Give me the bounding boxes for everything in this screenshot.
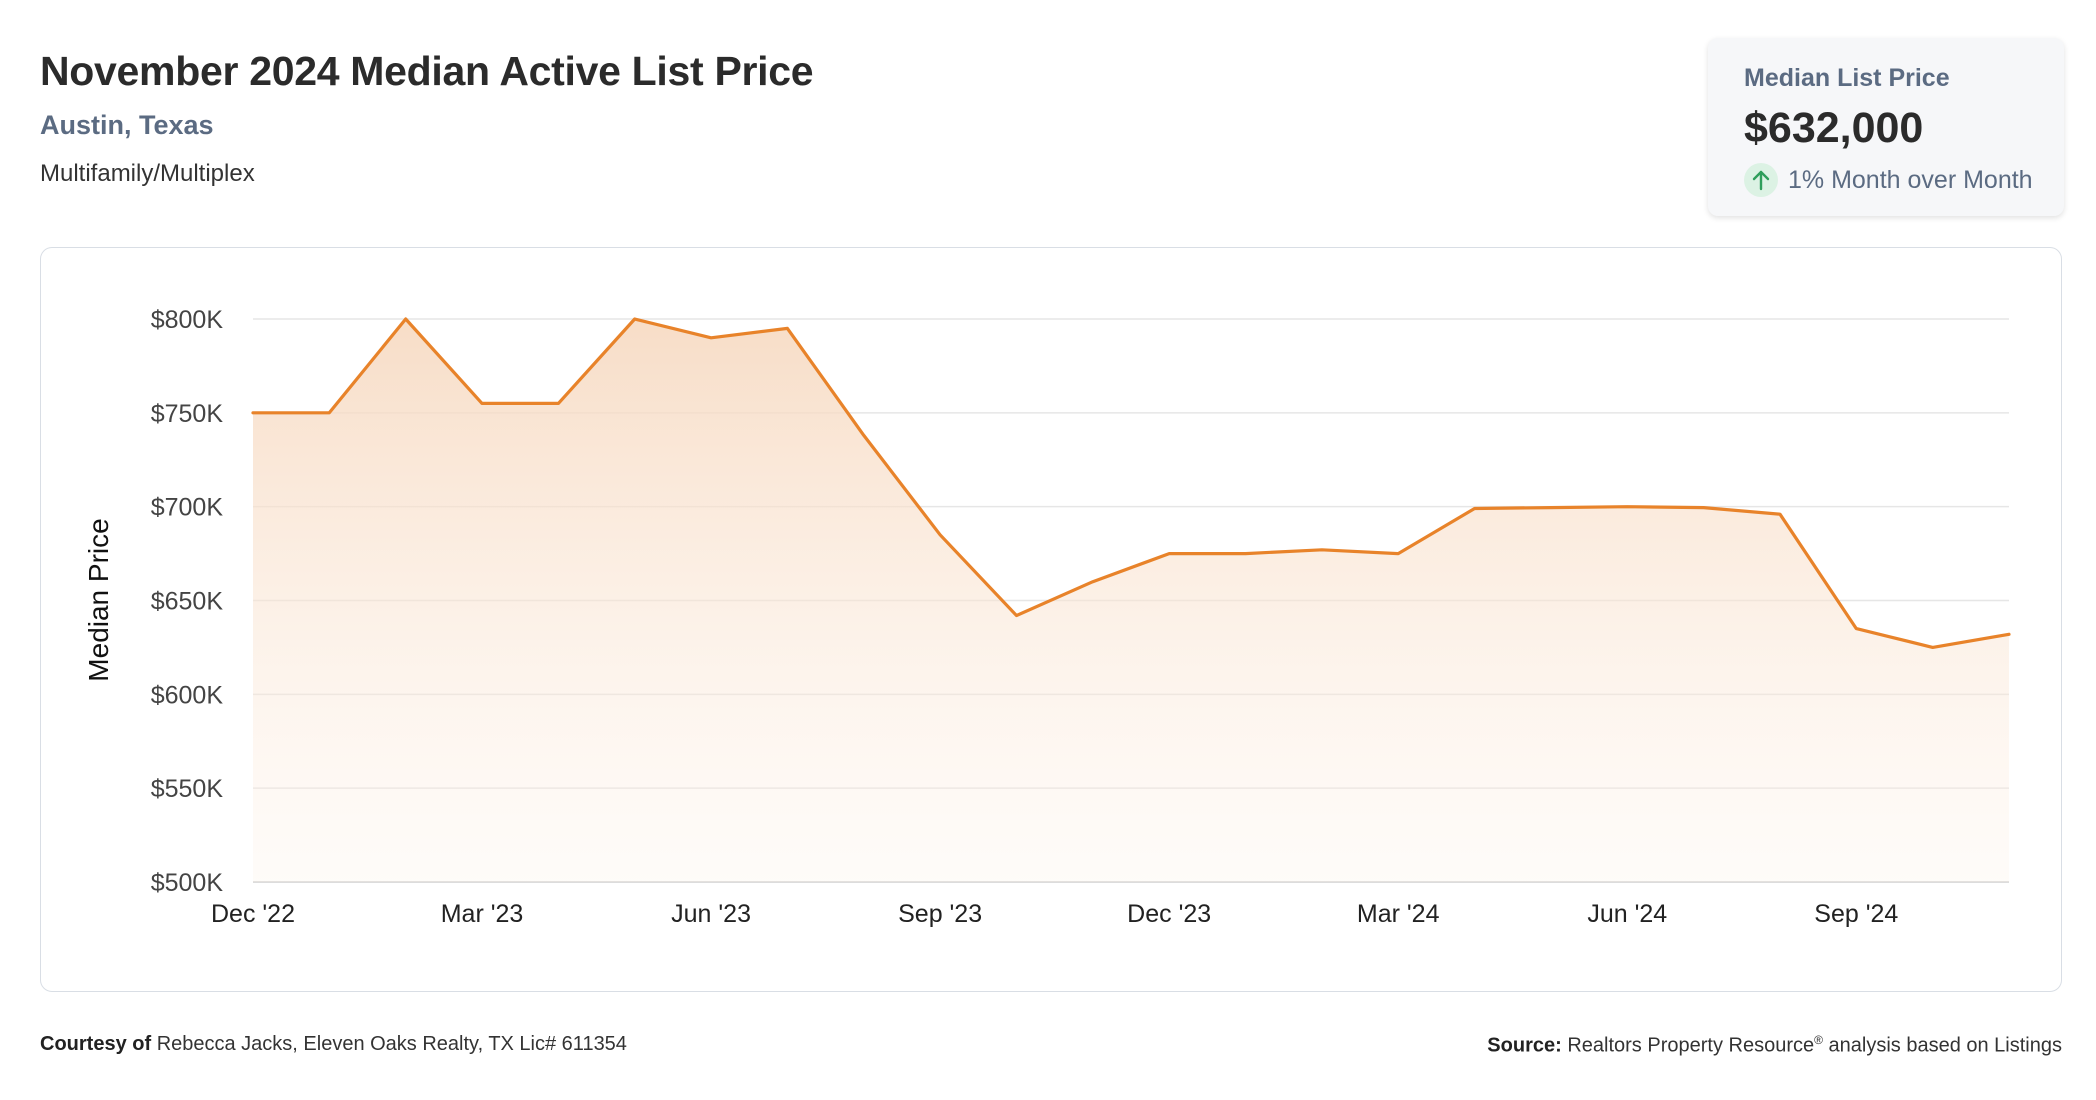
chart-panel: $800K $750K $700K $650K $600K $550K $500K Dec … <box>40 247 2062 992</box>
property-type-label: Multifamily/Multiplex <box>40 160 255 187</box>
source-text: Realtors Property Resource <box>1567 1034 1815 1057</box>
series-area <box>253 319 2009 882</box>
courtesy-text: Rebecca Jacks, Eleven Oaks Realty, TX Li… <box>156 1033 627 1055</box>
x-tick-label: Dec '23 <box>1127 900 1211 928</box>
series-line <box>251 317 2011 649</box>
registered-mark: ® <box>1814 1033 1823 1047</box>
stat-label: Median List Price <box>1744 64 1950 92</box>
stat-value: $632,000 <box>1744 104 1924 152</box>
courtesy-label: Courtesy of <box>40 1033 152 1055</box>
location-subtitle: Austin, Texas <box>40 110 214 140</box>
x-tick-label: Sep '23 <box>898 900 982 928</box>
x-tick-label: Jun '23 <box>671 900 751 928</box>
arrow-up-icon <box>1744 163 1778 197</box>
y-tick-label: $650K <box>151 588 224 616</box>
source-suffix: analysis based on Listings <box>1828 1034 2062 1057</box>
y-tick-label: $800K <box>151 306 224 334</box>
stat-change: 1% Month over Month <box>1744 162 2033 198</box>
stat-change-text: 1% Month over Month <box>1788 165 2033 194</box>
x-tick-label: Dec '22 <box>211 900 295 928</box>
y-tick-label: $700K <box>151 494 224 522</box>
y-tick-label: $500K <box>151 869 224 897</box>
x-tick-label: Jun '24 <box>1587 900 1667 928</box>
page-title: November 2024 Median Active List Price <box>40 48 814 94</box>
y-tick-label: $550K <box>151 775 224 803</box>
x-tick-label: Sep '24 <box>1814 900 1898 928</box>
x-tick-label: Mar '23 <box>441 900 524 928</box>
y-axis-label: Median Price <box>83 518 114 681</box>
y-tick-label: $750K <box>151 400 224 428</box>
courtesy-footer: Courtesy of Rebecca Jacks, Eleven Oaks R… <box>40 1033 627 1056</box>
median-price-card: Median List Price $632,000 1% Month over… <box>1708 38 2064 216</box>
y-tick-label: $600K <box>151 681 224 709</box>
source-label: Source: <box>1487 1034 1562 1057</box>
source-footer: Source: Realtors Property Resource® anal… <box>1487 1033 2062 1058</box>
price-chart: $800K $750K $700K $650K $600K $550K $500K Dec … <box>83 306 2011 928</box>
x-tick-label: Mar '24 <box>1357 900 1440 928</box>
